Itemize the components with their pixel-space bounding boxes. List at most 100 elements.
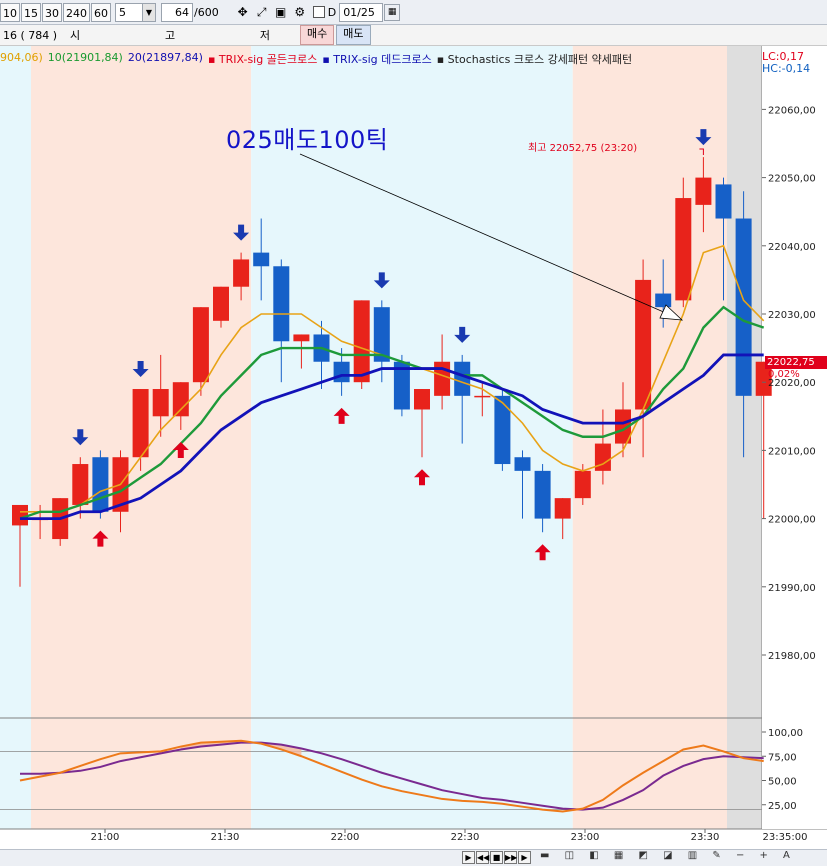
stoch-k-line — [19, 739, 764, 813]
candle-bodies — [12, 177, 772, 540]
price-tick-label: 22010,00 — [768, 446, 816, 457]
price-tick-label: 22000,00 — [768, 515, 816, 526]
time-tick-label: 23:00 — [571, 832, 600, 843]
future-area — [727, 46, 762, 829]
time-tick-label: 21:00 — [91, 832, 120, 843]
period-button-2[interactable]: 15 — [21, 2, 41, 22]
symbol-code: 16 ( 784 ) — [3, 28, 58, 42]
candle-body — [132, 389, 149, 458]
stoch-tick-label: 75,00 — [768, 752, 797, 763]
rewind-icon[interactable]: ◀◀ — [476, 851, 490, 864]
legend-item: ▪ TRIX-sig 데드크로스 — [322, 53, 432, 66]
save-icon[interactable]: ▣ — [275, 5, 287, 19]
period-button-1[interactable]: 10 — [0, 2, 20, 22]
scroll-start-button[interactable]: ▶ — [462, 851, 475, 864]
calendar-icon[interactable]: ▦ — [384, 3, 401, 21]
count-total: /600 — [194, 5, 219, 19]
period-button-4[interactable]: 240 — [63, 2, 90, 22]
candle-body — [213, 286, 229, 321]
candle-body — [615, 409, 631, 444]
annotation-arrow-line — [299, 148, 704, 321]
annotation-arrowhead-icon — [659, 304, 684, 321]
buy-arrow-icon — [534, 544, 551, 561]
candle-body — [253, 252, 270, 267]
candle-body — [434, 361, 451, 396]
background-zones — [0, 46, 762, 829]
stoch-tick-label: 50,00 — [768, 777, 797, 788]
candle-body — [715, 184, 732, 219]
legend-item: ▪ Stochastics 크로스 강세패턴 약세패턴 — [436, 53, 633, 66]
indicator-legend: 904,06) 10(21901,84) 20(21897,84) ▪ TRIX-si… — [0, 51, 632, 67]
candle-body — [735, 218, 752, 396]
price-axis: 22060,00 22050,00 22040,00 22030,00 22020,00… — [762, 105, 816, 662]
lc-hc-box: LC:0,17 HC:-0,14 — [762, 51, 810, 75]
d-checkbox[interactable] — [312, 6, 325, 18]
candle-body — [534, 470, 551, 519]
interval-select[interactable]: 5 ▼ — [115, 2, 156, 22]
stoch-d-line — [20, 741, 764, 811]
stoch-tick-label: 100,00 — [768, 728, 803, 739]
period-button-3[interactable]: 30 — [42, 2, 62, 22]
time-tick-label: 22:30 — [451, 832, 480, 843]
candle-body — [655, 293, 672, 308]
chevron-down-icon[interactable]: ▼ — [142, 3, 155, 21]
crosshair-tool-icon[interactable]: ✥ — [237, 5, 248, 19]
high-marker-icon — [699, 148, 704, 155]
legend-item: 20(21897,84) — [127, 51, 203, 64]
legend-item: ▪ TRIX-sig 골든크로스 — [207, 53, 318, 66]
zone-cyan — [251, 46, 573, 829]
legend-item: 10(21901,84) — [47, 51, 123, 64]
stoch-tick-label: 25,00 — [768, 801, 797, 812]
count-input[interactable]: 64 — [161, 2, 193, 22]
candle-body — [554, 498, 571, 519]
interval-value: 5 — [119, 5, 126, 19]
time-axis: 21:00 21:30 22:00 22:30 23:00 23:30 23:35:00 — [91, 829, 807, 843]
candle-body — [72, 464, 89, 505]
sell-arrow-icon — [373, 272, 390, 289]
candle-body — [293, 334, 310, 342]
scroll-end-button[interactable]: ▶ — [518, 851, 531, 864]
sell-button[interactable]: 매도 — [336, 25, 371, 45]
candle-body — [373, 307, 390, 362]
candle-body — [494, 395, 511, 465]
price-tick-label: 22020,00 — [768, 378, 816, 389]
buy-button[interactable]: 매수 — [300, 25, 335, 45]
candle-body — [414, 389, 430, 410]
time-tick-label: 21:30 — [211, 832, 240, 843]
quote-row: 16 ( 784 ) 시 고 저 매수 매도 — [0, 25, 827, 46]
candle-body — [474, 395, 491, 398]
date-input[interactable]: 01/25 — [339, 2, 384, 22]
candle-body — [454, 361, 471, 396]
buy-arrow-icon — [92, 530, 109, 547]
candle-body — [594, 443, 611, 471]
count-input-value: 64 — [175, 5, 189, 19]
line-tool-icon[interactable]: ⤢ — [256, 4, 267, 19]
stop-icon[interactable]: ■ — [490, 851, 503, 864]
hc-label: HC:-0,14 — [762, 62, 811, 75]
forward-icon[interactable]: ▶▶ — [504, 851, 518, 864]
candle-body — [635, 279, 652, 410]
zone-cyan — [0, 46, 31, 829]
current-price-badge: 22022,75 — [765, 356, 827, 369]
chart-annotation-text: 025매도100틱 — [226, 126, 389, 154]
gear-icon[interactable]: ⚙ — [294, 5, 306, 19]
period-button-5[interactable]: 60 — [91, 2, 111, 22]
buy-arrow-icon — [414, 469, 430, 486]
sell-arrow-icon — [695, 129, 712, 146]
candle-body — [353, 300, 370, 383]
session-high-label: 최고 22052,75 (23:20) — [528, 143, 638, 154]
price-tick-label: 21980,00 — [768, 651, 816, 662]
buy-arrow-icon — [333, 407, 350, 424]
low-label: 저 — [259, 29, 270, 42]
candle-body — [192, 307, 209, 383]
date-value: 01/25 — [343, 5, 375, 19]
sell-arrow-icon — [233, 224, 250, 241]
candle-body — [92, 457, 109, 512]
price-chart[interactable]: 22060,00 22050,00 22040,00 22030,00 22020,00… — [0, 46, 827, 849]
candle-body — [514, 457, 531, 471]
sell-arrow-icon — [132, 361, 149, 378]
zoom-controls[interactable]: ▬ ◫ ◧ ▦ ◩ ◪ ▥ ✎ − + A — [540, 850, 796, 861]
legend-item: 904,06) — [0, 51, 43, 64]
open-label: 시 — [70, 29, 81, 42]
high-label: 고 — [164, 29, 176, 42]
